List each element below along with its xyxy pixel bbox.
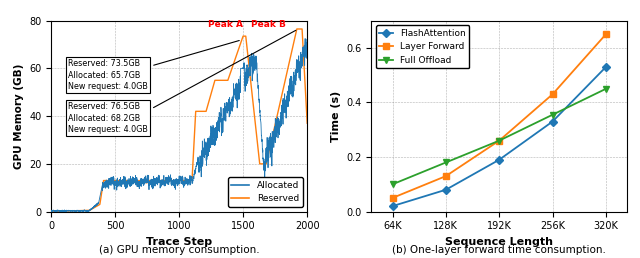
- Layer Forward: [442, 175, 450, 178]
- Allocated: [143, 179, 150, 182]
- FlashAttention: [602, 66, 610, 69]
- Full Offload: [602, 87, 610, 90]
- Allocated: [201, 151, 209, 154]
- Reserved: [293, 27, 301, 30]
- Layer Forward: [495, 139, 503, 142]
- Layer Forward: [388, 196, 396, 199]
- Reserved: [47, 210, 55, 213]
- Reserved: [53, 210, 61, 213]
- Allocated: [61, 209, 69, 212]
- Reserved: [303, 122, 311, 125]
- Text: (a) GPU memory consumption.: (a) GPU memory consumption.: [99, 245, 259, 255]
- Legend: FlashAttention, Layer Forward, Full Offload: FlashAttention, Layer Forward, Full Offl…: [376, 25, 470, 68]
- Layer Forward: [602, 33, 610, 36]
- Full Offload: [548, 113, 556, 116]
- Reserved: [143, 181, 150, 184]
- Layer Forward: [548, 93, 556, 96]
- Line: FlashAttention: FlashAttention: [389, 64, 609, 209]
- X-axis label: Sequence Length: Sequence Length: [445, 237, 553, 247]
- Text: Peak A: Peak A: [208, 20, 243, 29]
- X-axis label: Trace Step: Trace Step: [146, 237, 212, 247]
- Text: Reserved: 73.5GB
Allocated: 65.7GB
New request: 4.0GB: Reserved: 73.5GB Allocated: 65.7GB New r…: [68, 59, 148, 91]
- Y-axis label: Time (s): Time (s): [330, 91, 340, 142]
- Text: Peak B: Peak B: [252, 20, 286, 29]
- Line: Full Offload: Full Offload: [389, 85, 609, 188]
- Reserved: [201, 110, 209, 113]
- Full Offload: [388, 183, 396, 186]
- Text: (b) One-layer forward time consumption.: (b) One-layer forward time consumption.: [392, 245, 606, 255]
- Allocated: [53, 209, 61, 212]
- FlashAttention: [548, 120, 556, 123]
- Allocated: [258, 140, 266, 143]
- Line: Layer Forward: Layer Forward: [389, 31, 609, 201]
- Allocated: [70, 209, 78, 213]
- Reserved: [258, 162, 266, 165]
- Text: Reserved: 76.5GB
Allocated: 68.2GB
New request: 4.0GB: Reserved: 76.5GB Allocated: 68.2GB New r…: [68, 102, 148, 134]
- Reserved: [61, 209, 69, 213]
- Allocated: [301, 37, 309, 40]
- FlashAttention: [388, 205, 396, 208]
- Reserved: [70, 209, 78, 212]
- Legend: Allocated, Reserved: Allocated, Reserved: [228, 177, 303, 207]
- Full Offload: [495, 139, 503, 142]
- Allocated: [47, 210, 55, 213]
- FlashAttention: [495, 158, 503, 161]
- Y-axis label: GPU Memory (GB): GPU Memory (GB): [13, 63, 24, 169]
- FlashAttention: [442, 188, 450, 191]
- Full Offload: [442, 161, 450, 164]
- Line: Allocated: Allocated: [51, 38, 307, 212]
- Allocated: [303, 55, 311, 58]
- Line: Reserved: Reserved: [51, 29, 307, 212]
